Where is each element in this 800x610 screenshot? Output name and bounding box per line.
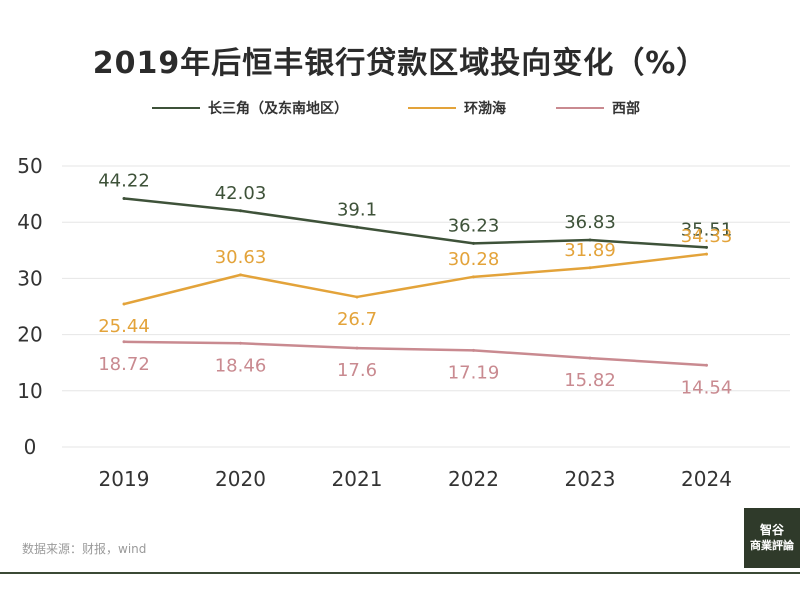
data-point <box>122 196 126 200</box>
y-tick-label: 20 <box>17 323 42 347</box>
data-point <box>472 275 475 279</box>
data-label: 17.6 <box>337 360 377 381</box>
data-label: 39.1 <box>337 199 377 220</box>
source-note: 数据来源：财报，wind <box>22 542 147 556</box>
chart-legend: 长三角（及东南地区） 环渤海 西部 <box>0 98 800 120</box>
series-line <box>123 197 707 249</box>
y-tick-label: 50 <box>17 154 42 178</box>
y-tick-label: 0 <box>24 435 37 459</box>
series-line <box>123 340 707 367</box>
data-label: 36.23 <box>448 215 500 236</box>
logo-line-2: 商業評論 <box>750 539 794 552</box>
y-tick-label: 30 <box>17 266 42 290</box>
y-tick-label: 40 <box>17 210 42 234</box>
data-point <box>239 209 242 213</box>
data-point <box>122 302 126 306</box>
x-tick-label: 2022 <box>448 467 499 491</box>
legend-label: 环渤海 <box>464 101 506 117</box>
data-label: 44.22 <box>98 170 150 191</box>
data-point <box>705 363 708 367</box>
data-label: 36.83 <box>564 212 616 233</box>
legend-item-west: 西部 <box>556 98 640 118</box>
data-point <box>588 356 592 360</box>
data-point <box>472 241 475 245</box>
data-label: 14.54 <box>681 377 733 398</box>
data-point <box>588 238 592 242</box>
legend-swatch <box>556 107 604 109</box>
data-label: 15.82 <box>564 370 616 391</box>
legend-item-bohai: 环渤海 <box>408 98 506 118</box>
data-label: 31.89 <box>564 240 616 261</box>
data-point <box>355 225 359 229</box>
legend-item-yangtze: 长三角（及东南地区） <box>152 98 348 118</box>
legend-label: 西部 <box>612 101 640 117</box>
data-label: 18.46 <box>215 355 267 376</box>
data-label: 18.72 <box>98 354 150 375</box>
data-label: 42.03 <box>215 183 267 204</box>
data-point <box>588 266 592 270</box>
data-point <box>705 245 708 249</box>
publisher-logo: 智谷 商業評論 <box>744 508 800 568</box>
data-label: 35.51 <box>681 219 733 240</box>
data-point <box>355 295 359 299</box>
data-label: 26.7 <box>337 309 377 330</box>
data-point <box>122 340 126 344</box>
x-tick-label: 2023 <box>565 467 616 491</box>
series-line <box>123 252 707 306</box>
legend-label: 长三角（及东南地区） <box>208 101 348 117</box>
data-label: 17.19 <box>448 362 500 383</box>
legend-swatch <box>152 107 200 109</box>
x-tick-label: 2024 <box>681 467 732 491</box>
y-tick-label: 10 <box>17 379 42 403</box>
data-label: 25.44 <box>98 316 150 337</box>
chart-title: 2019年后恒丰银行贷款区域投向变化（%） <box>92 46 708 81</box>
data-label: 30.63 <box>215 247 267 268</box>
data-point <box>705 252 708 256</box>
x-tick-label: 2019 <box>99 467 150 491</box>
data-point <box>355 346 359 350</box>
x-tick-label: 2021 <box>332 467 383 491</box>
logo-line-1: 智谷 <box>759 523 784 537</box>
data-point <box>239 273 242 277</box>
data-label: 30.28 <box>448 249 500 270</box>
data-point <box>239 341 242 345</box>
x-tick-label: 2020 <box>215 467 266 491</box>
footer-rule <box>0 572 800 574</box>
data-point <box>472 348 475 352</box>
data-label: 34.33 <box>681 226 733 247</box>
legend-swatch <box>408 107 456 109</box>
